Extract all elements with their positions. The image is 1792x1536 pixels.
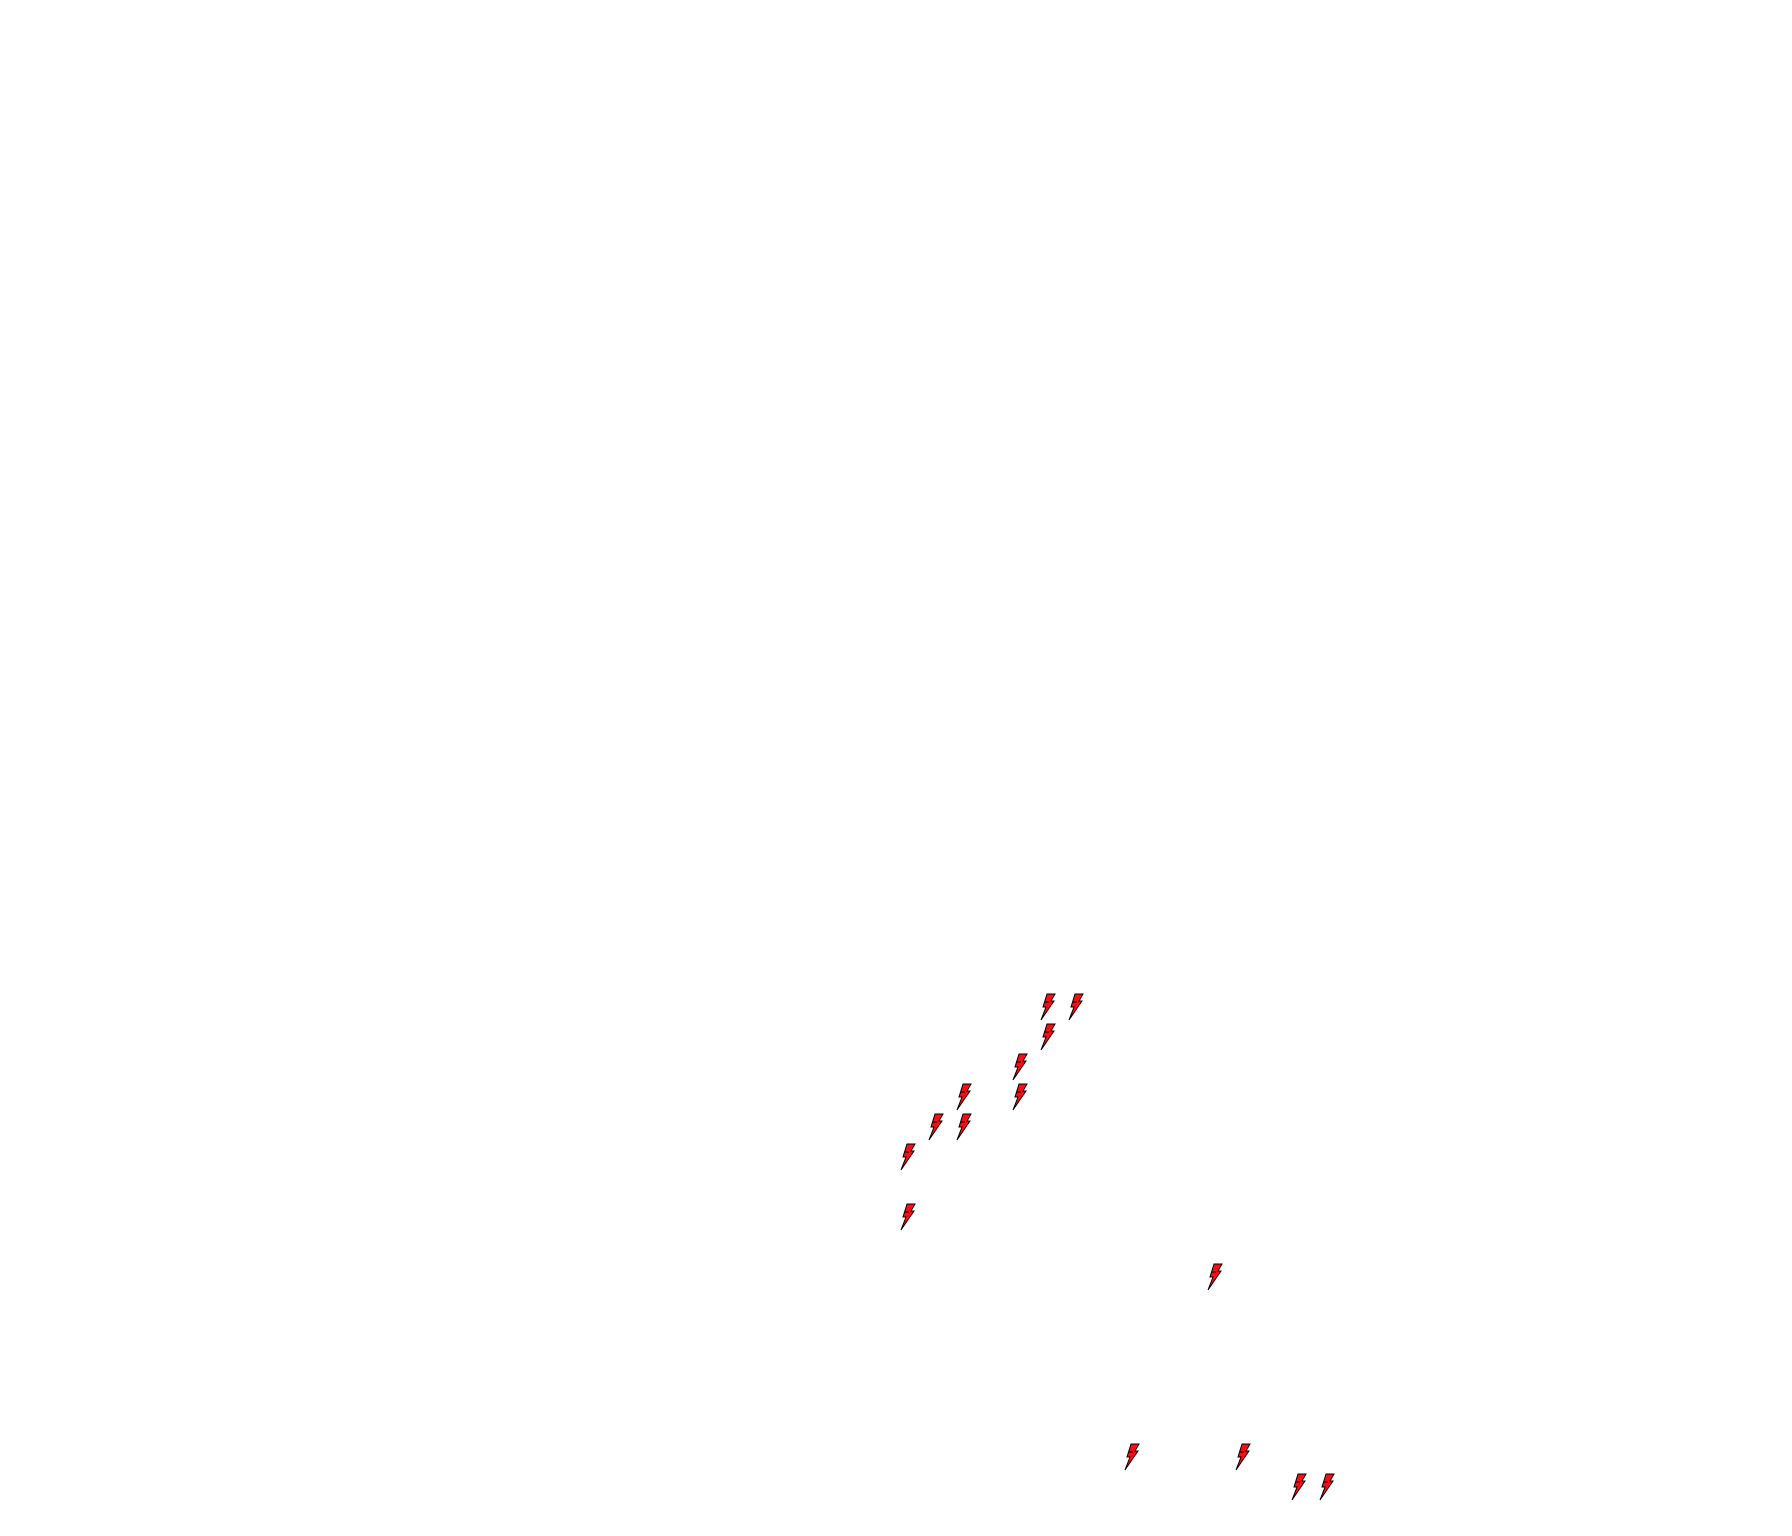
- lightning-marker[interactable]: [1124, 1443, 1140, 1471]
- lightning-marker[interactable]: [900, 1143, 916, 1171]
- lightning-bolt-icon: [1291, 1473, 1307, 1501]
- lightning-marker[interactable]: [928, 1113, 944, 1141]
- lightning-bolt-icon: [1040, 1023, 1056, 1051]
- lightning-bolt-icon: [1068, 993, 1084, 1021]
- lightning-marker[interactable]: [1235, 1443, 1251, 1471]
- lightning-marker[interactable]: [1319, 1473, 1335, 1501]
- lightning-bolt-icon: [1124, 1443, 1140, 1471]
- lightning-marker[interactable]: [900, 1203, 916, 1231]
- lightning-marker[interactable]: [1291, 1473, 1307, 1501]
- lightning-bolt-icon: [900, 1203, 916, 1231]
- lightning-bolt-icon: [900, 1143, 916, 1171]
- lightning-bolt-icon: [1207, 1263, 1223, 1291]
- lightning-marker[interactable]: [1207, 1263, 1223, 1291]
- lightning-bolt-icon: [1012, 1083, 1028, 1111]
- lightning-bolt-icon: [1235, 1443, 1251, 1471]
- lightning-marker[interactable]: [956, 1083, 972, 1111]
- lightning-bolt-icon: [956, 1113, 972, 1141]
- lightning-bolt-icon: [928, 1113, 944, 1141]
- lightning-bolt-icon: [1319, 1473, 1335, 1501]
- lightning-marker[interactable]: [1012, 1083, 1028, 1111]
- lightning-bolt-icon: [1040, 993, 1056, 1021]
- lightning-marker[interactable]: [956, 1113, 972, 1141]
- lightning-bolt-icon: [1012, 1053, 1028, 1081]
- lightning-marker[interactable]: [1040, 1023, 1056, 1051]
- lightning-marker[interactable]: [1012, 1053, 1028, 1081]
- lightning-bolt-icon: [956, 1083, 972, 1111]
- lightning-marker[interactable]: [1068, 993, 1084, 1021]
- lightning-marker[interactable]: [1040, 993, 1056, 1021]
